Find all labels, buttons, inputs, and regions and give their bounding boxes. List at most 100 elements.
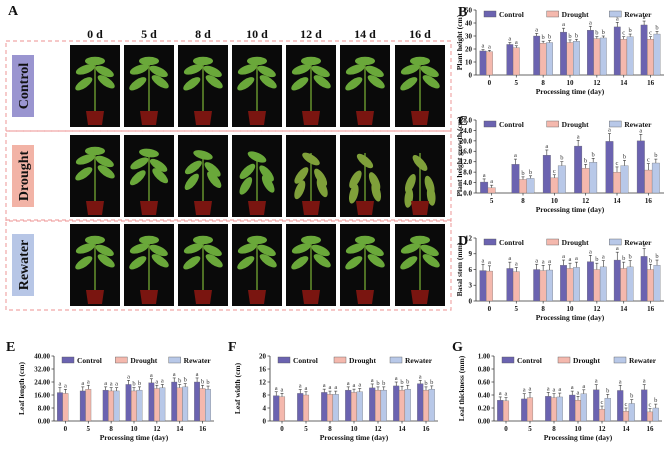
bar <box>613 171 621 194</box>
leaf-shape <box>291 256 309 270</box>
significance-letter: b <box>568 33 571 40</box>
significance-letter: a <box>281 386 284 393</box>
leaf-shape <box>291 243 311 254</box>
significance-letter: a <box>87 378 90 385</box>
significance-letter: a <box>482 43 485 50</box>
significance-letter: a <box>483 172 486 179</box>
significance-letter: a <box>582 383 585 390</box>
significance-letter: a <box>602 254 605 261</box>
legend-label: Rewater <box>405 356 433 365</box>
bar <box>640 256 648 302</box>
panel-label: G <box>452 340 463 355</box>
chart-plant-height-growth: C 0.0 4.0 8.0 12.0 16.0 20.0 24.0 28.0 5 8 10 12 14 16… <box>455 114 664 214</box>
y-axis-title: Leaf width (cm) <box>233 362 242 414</box>
row-label: Rewater <box>17 240 32 291</box>
bar <box>182 386 189 422</box>
bar <box>566 268 574 302</box>
significance-letter: a <box>490 178 493 185</box>
significance-letter: a <box>482 257 485 264</box>
leaf-shape <box>129 77 147 91</box>
leaf-shape <box>301 56 321 66</box>
legend-swatch <box>61 356 75 364</box>
bar <box>581 168 590 194</box>
significance-letter: a <box>542 258 545 265</box>
row-label: Drought <box>17 151 32 202</box>
photo-row-control: Control <box>5 40 452 132</box>
bar <box>569 394 576 422</box>
row-label-box <box>12 145 34 207</box>
plant-photo <box>70 224 120 306</box>
y-tick-label: 16.00 <box>34 391 50 399</box>
leaf-shape <box>239 176 253 195</box>
significance-letter: b <box>400 379 403 386</box>
bar <box>526 178 535 194</box>
significance-letter: c <box>625 401 628 408</box>
significance-letter: b <box>655 24 658 31</box>
y-tick-label: 4.0 <box>463 179 472 187</box>
bar <box>593 269 601 302</box>
y-tick-label: 0.0 <box>463 189 472 197</box>
significance-letter: a <box>275 385 278 392</box>
plant-photo <box>286 224 336 306</box>
x-tick-label: 5 <box>490 197 494 205</box>
significance-letter: a <box>323 382 326 389</box>
day-label: 10 d <box>246 27 268 41</box>
leaf-shape <box>85 146 105 156</box>
x-tick-label: 14 <box>620 305 628 313</box>
bar <box>345 389 352 422</box>
plant-pot <box>356 111 374 125</box>
bar <box>593 38 601 76</box>
bar <box>273 395 280 422</box>
significance-letter: a <box>299 382 302 389</box>
plant-pot <box>248 111 266 125</box>
bar <box>326 394 334 422</box>
row-frame <box>5 219 452 311</box>
bar <box>626 36 634 76</box>
legend-swatch <box>501 356 515 364</box>
chart-basal-stem: D 0 3 6 9 12 0 5 8 10 12 14 16 Processing time (day) B… <box>455 234 664 322</box>
plant-photo <box>124 135 174 217</box>
day-label: 5 d <box>141 27 157 41</box>
day-label: 8 d <box>195 27 211 41</box>
leaf-shape <box>349 170 362 189</box>
bar <box>545 396 552 422</box>
y-tick-label: 0.40 <box>478 391 491 399</box>
plant-photo <box>395 45 445 127</box>
leaf-shape <box>75 243 95 254</box>
significance-letter: c <box>601 399 604 406</box>
significance-letter: a <box>553 387 556 394</box>
bar <box>506 268 514 302</box>
panel-label-A: A <box>8 4 19 19</box>
significance-letter: a <box>535 257 538 264</box>
leaf-shape <box>424 175 435 196</box>
bar <box>511 164 520 194</box>
significance-letter: b <box>529 169 532 176</box>
significance-letter: a <box>569 256 572 263</box>
legend-swatch <box>389 356 403 364</box>
legend-label: Drought <box>562 120 589 129</box>
y-tick-label: 24.0 <box>460 127 473 135</box>
x-tick-label: 12 <box>153 425 161 433</box>
row-frame <box>5 40 452 132</box>
x-tick-label: 0 <box>504 425 508 433</box>
significance-letter: a <box>115 381 118 388</box>
significance-letter: c <box>647 157 650 164</box>
significance-letter: a <box>577 133 580 140</box>
plant-photo <box>340 45 390 127</box>
significance-letter: a <box>523 387 526 394</box>
legend-label: Rewater <box>624 120 652 129</box>
bar <box>380 389 387 422</box>
significance-letter: a <box>329 384 332 391</box>
plant-photo <box>340 135 390 217</box>
significance-letter: a <box>395 375 398 382</box>
plant-photo <box>395 135 445 217</box>
x-tick-label: 8 <box>541 79 545 87</box>
significance-letter: b <box>654 152 657 159</box>
bar <box>176 387 183 422</box>
significance-letter: a <box>371 377 374 384</box>
legend-swatch <box>483 10 497 18</box>
bar <box>148 382 155 422</box>
significance-letter: a <box>488 259 491 266</box>
leaf-shape <box>139 148 159 158</box>
bar <box>321 392 328 422</box>
